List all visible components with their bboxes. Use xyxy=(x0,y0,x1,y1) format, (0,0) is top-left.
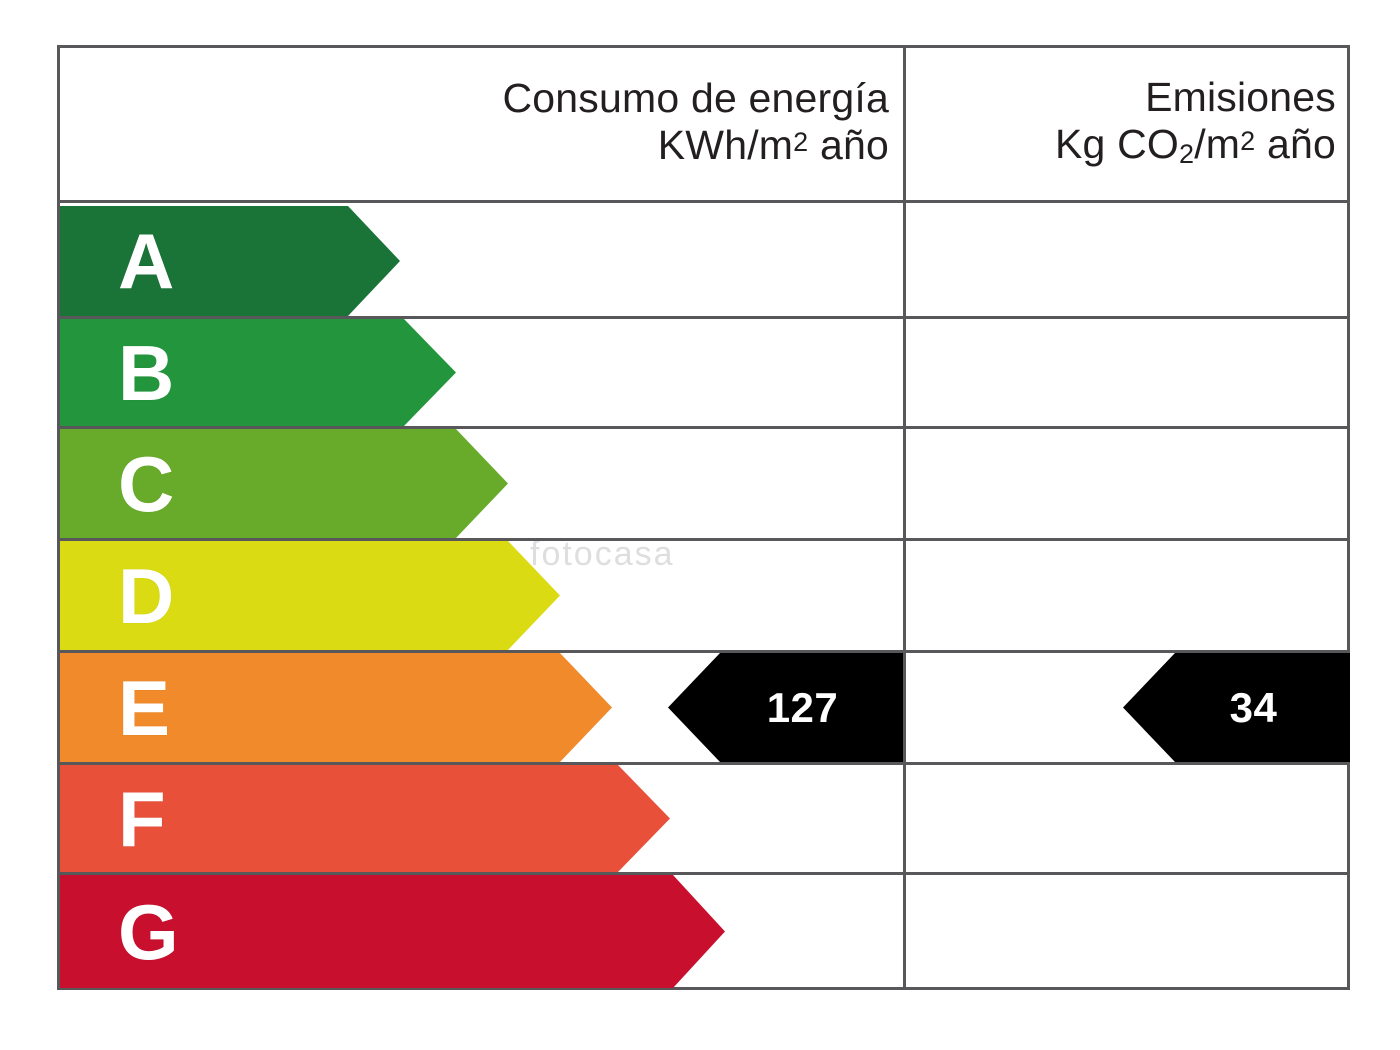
chart-header-row: Consumo de energía KWh/m2 año Emisiones … xyxy=(60,48,1347,203)
band-row-d: D xyxy=(60,541,1347,653)
energy-header-unit-pre: KWh/m xyxy=(657,122,794,168)
value-marker-label-energy: 127 xyxy=(766,683,839,731)
emissions-header-unit-pre: Kg CO xyxy=(1054,120,1179,167)
energy-header-unit-post: año xyxy=(808,122,889,168)
band-letter-f: F xyxy=(118,774,167,863)
energy-header-line2: KWh/m2 año xyxy=(658,122,889,169)
column-divider xyxy=(903,48,906,987)
energy-header-line1: Consumo de energía xyxy=(502,75,889,122)
band-letter-e: E xyxy=(118,663,172,752)
band-letter-g: G xyxy=(118,887,180,976)
emissions-header-line1: Emisiones xyxy=(1145,74,1336,121)
emissions-header-unit-post: año xyxy=(1255,120,1336,167)
energy-certificate-chart: Consumo de energía KWh/m2 año Emisiones … xyxy=(57,45,1350,990)
band-row-c: C xyxy=(60,429,1347,541)
band-row-f: F xyxy=(60,765,1347,875)
band-arrow-g: G xyxy=(60,875,725,988)
band-row-b: B xyxy=(60,319,1347,429)
band-arrow-e: E xyxy=(60,653,612,762)
emissions-column-header: Emisiones Kg CO2/m2 año xyxy=(906,48,1350,200)
energy-column-header: Consumo de energía KWh/m2 año xyxy=(60,48,903,200)
band-letter-d: D xyxy=(118,551,176,640)
band-arrow-a: A xyxy=(60,206,400,316)
emissions-header-line2: Kg CO2/m2 año xyxy=(1055,121,1336,170)
energy-header-superscript: 2 xyxy=(793,127,809,157)
emissions-header-unit-mid: /m xyxy=(1194,120,1241,167)
band-arrow-c: C xyxy=(60,429,508,538)
band-row-a: A xyxy=(60,206,1347,319)
band-arrow-d: D xyxy=(60,541,560,650)
emissions-header-superscript: 2 xyxy=(1240,125,1256,156)
band-row-e: E 127 34 xyxy=(60,653,1350,765)
band-letter-a: A xyxy=(118,217,176,305)
emissions-header-subscript: 2 xyxy=(1179,138,1195,169)
value-marker-energy: 127 xyxy=(668,653,903,762)
value-marker-label-emissions: 34 xyxy=(1229,683,1278,731)
band-row-g: G xyxy=(60,875,1347,988)
band-arrow-b: B xyxy=(60,319,456,426)
band-letter-b: B xyxy=(118,328,176,417)
value-marker-emissions: 34 xyxy=(1123,653,1350,762)
band-letter-c: C xyxy=(118,439,176,528)
band-arrow-f: F xyxy=(60,765,670,872)
